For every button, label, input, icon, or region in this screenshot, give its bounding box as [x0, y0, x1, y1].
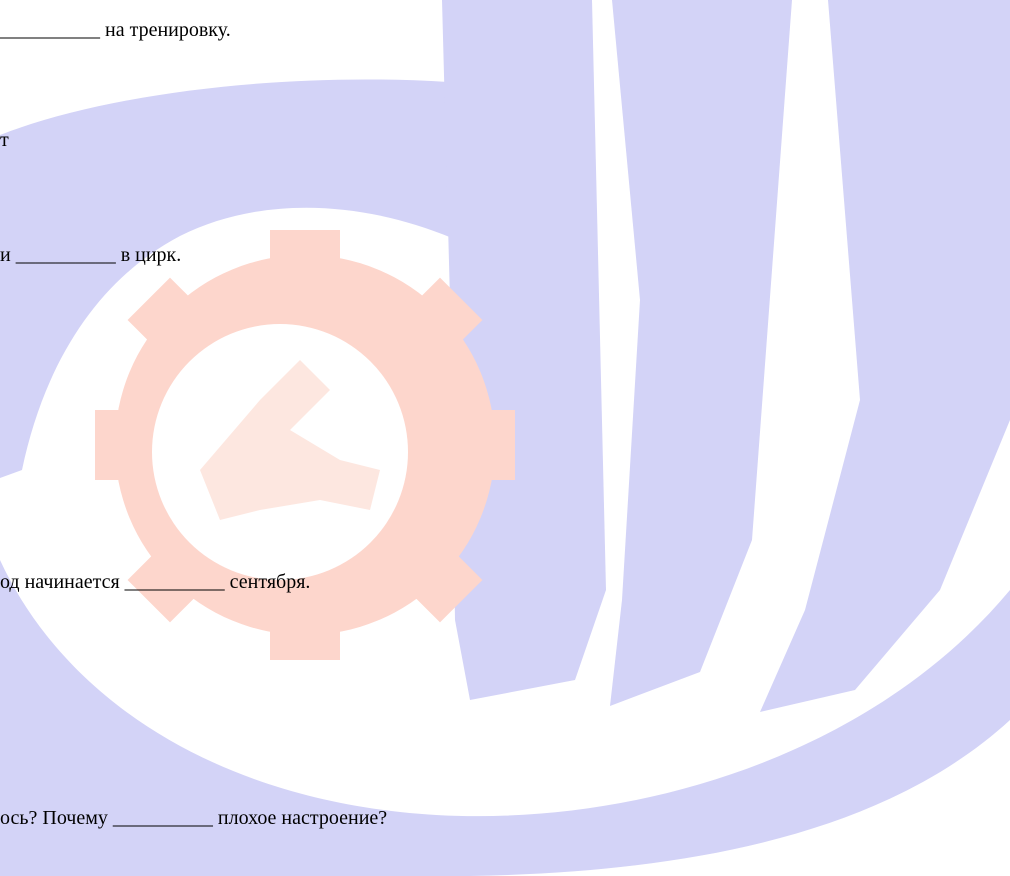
text-line: и __________ в цирк.	[0, 243, 181, 267]
text-line: ось? Почему __________ плохое настроение…	[0, 806, 387, 830]
text-line: од начинается __________ сентября.	[0, 570, 310, 594]
document-page: __________ на тренировку. т и __________…	[0, 0, 1010, 876]
text-line: т	[0, 128, 9, 152]
text-line: __________ на тренировку.	[0, 18, 231, 42]
watermark	[0, 0, 1010, 876]
